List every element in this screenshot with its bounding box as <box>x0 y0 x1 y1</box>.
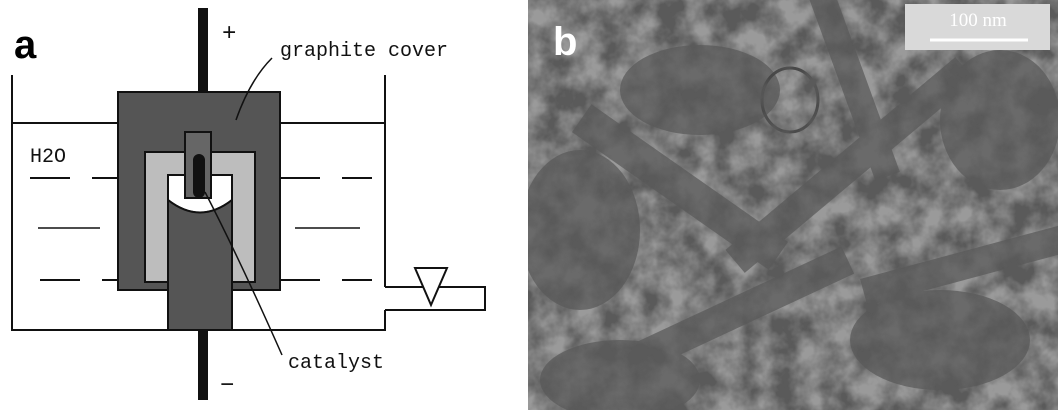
panel-label: b <box>553 20 577 64</box>
electrode-base <box>168 200 232 330</box>
minus-sign: − <box>220 373 234 400</box>
panel-label: a <box>14 23 37 67</box>
tem-image <box>520 0 1058 410</box>
cover-label: graphite cover <box>280 40 448 63</box>
panel-a <box>12 8 485 400</box>
catalyst-label: catalyst <box>288 352 384 375</box>
catalyst <box>194 155 204 197</box>
scale-bar-label: 100 nm <box>949 10 1007 31</box>
plus-sign: + <box>222 21 236 48</box>
water-label: H2O <box>30 146 66 169</box>
figure: a + − graphite cover H2O catalyst 100 nm… <box>0 0 1058 410</box>
